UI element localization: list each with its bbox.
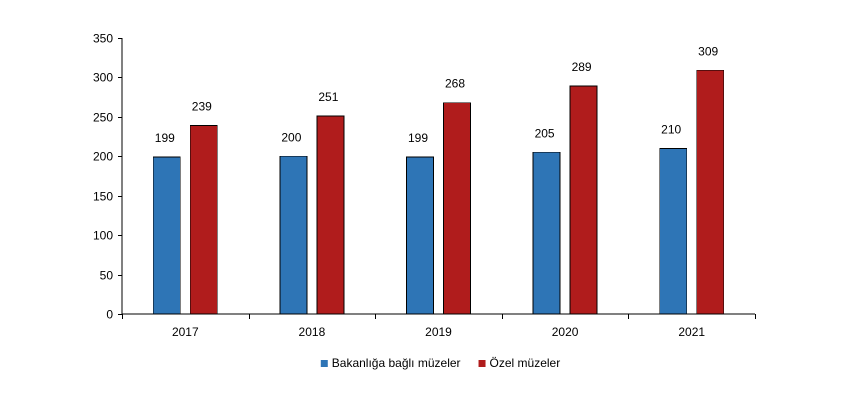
x-tick-label: 2018 [299, 325, 326, 339]
bar-series-1-2021 [659, 147, 688, 315]
y-tick-label: 350 [93, 32, 113, 46]
data-label: 210 [661, 122, 681, 136]
y-tick-label: 250 [93, 111, 113, 125]
bar-series-1-2019 [406, 156, 434, 315]
legend-swatch [320, 360, 328, 367]
legend: Bakanlığa bağlı müzeler Özel müzeler [320, 356, 561, 370]
data-label: 268 [445, 77, 465, 91]
data-labels: 199 239 200 251 199 268 205 289 210 309 [155, 44, 719, 145]
data-label: 239 [192, 100, 212, 114]
bar-series-1-2018 [279, 155, 308, 315]
data-label: 200 [281, 130, 301, 144]
y-tick-label: 150 [93, 190, 113, 204]
bar-series-2-2018 [316, 115, 345, 315]
data-label: 205 [535, 126, 555, 140]
y-tick-label: 50 [100, 269, 114, 283]
bar-series-2-2020 [569, 85, 598, 315]
y-axis-ticks: 0 50 100 150 200 250 300 350 [93, 32, 122, 322]
y-tick-label: 0 [106, 308, 113, 322]
data-label: 289 [572, 60, 592, 74]
bar-series-2-2019 [443, 102, 471, 315]
x-tick-label: 2019 [425, 325, 452, 339]
x-tick-label: 2020 [552, 325, 579, 339]
legend-label: Bakanlığa bağlı müzeler [332, 356, 461, 370]
x-tick-label: 2017 [172, 325, 199, 339]
bar-series-1-2017 [152, 156, 181, 315]
bar-series-2-2017 [189, 125, 218, 315]
x-tick-label: 2021 [678, 325, 705, 339]
legend-label: Özel müzeler [490, 356, 561, 370]
legend-item: Özel müzeler [478, 356, 561, 370]
y-tick-label: 100 [93, 229, 113, 243]
data-label: 309 [698, 44, 718, 58]
legend-swatch [478, 360, 486, 367]
x-axis-ticks: 2017 2018 2019 2020 2021 [122, 314, 756, 339]
bar-series-1-2020 [532, 151, 561, 315]
y-tick-label: 300 [93, 71, 113, 85]
bar-series-2-2021 [696, 69, 725, 315]
data-label: 199 [408, 131, 428, 145]
data-label: 251 [318, 90, 338, 104]
legend-item: Bakanlığa bağlı müzeler [320, 356, 461, 370]
y-tick-label: 200 [93, 150, 113, 164]
bars [152, 69, 725, 315]
data-label: 199 [155, 131, 175, 145]
